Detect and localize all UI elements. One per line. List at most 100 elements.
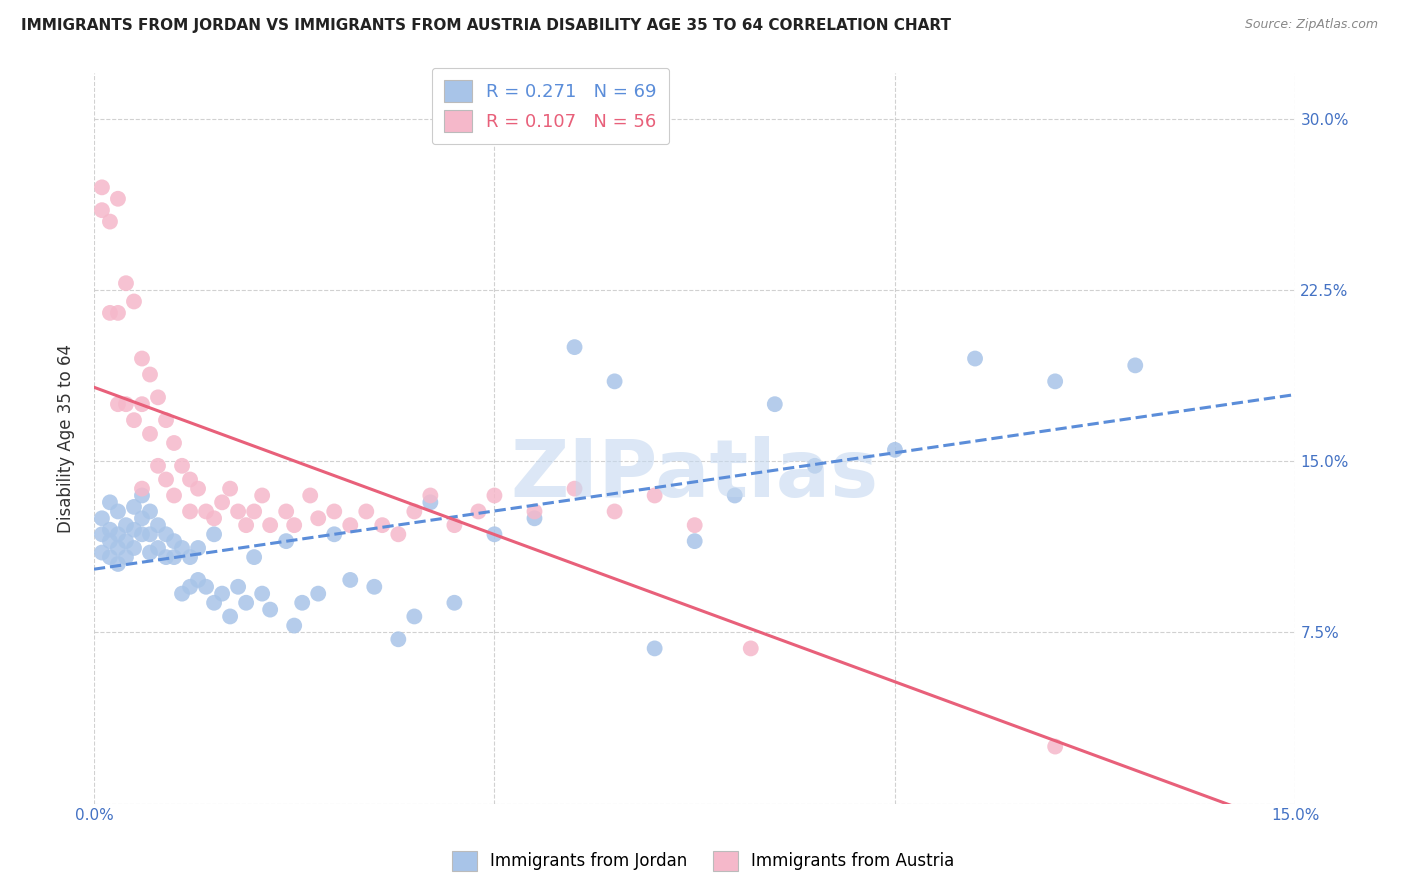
Point	[291, 596, 314, 610]
Point	[307, 587, 329, 601]
Point	[107, 397, 129, 411]
Point	[371, 518, 394, 533]
Point	[91, 180, 114, 194]
Point	[363, 580, 385, 594]
Point	[250, 587, 273, 601]
Point	[98, 306, 121, 320]
Point	[139, 545, 162, 559]
Point	[107, 192, 129, 206]
Point	[187, 541, 209, 555]
Point	[155, 413, 177, 427]
Point	[443, 518, 465, 533]
Point	[211, 587, 233, 601]
Point	[467, 504, 489, 518]
Point	[179, 580, 201, 594]
Point	[259, 518, 281, 533]
Point	[283, 518, 305, 533]
Point	[179, 550, 201, 565]
Point	[202, 527, 225, 541]
Point	[250, 488, 273, 502]
Text: ZIPatlas: ZIPatlas	[510, 436, 879, 514]
Point	[299, 488, 322, 502]
Point	[419, 488, 441, 502]
Point	[603, 504, 626, 518]
Point	[146, 458, 169, 473]
Point	[1123, 359, 1146, 373]
Point	[155, 550, 177, 565]
Point	[219, 609, 242, 624]
Point	[107, 541, 129, 555]
Text: Source: ZipAtlas.com: Source: ZipAtlas.com	[1244, 18, 1378, 31]
Point	[98, 523, 121, 537]
Point	[323, 527, 346, 541]
Point	[187, 573, 209, 587]
Point	[163, 488, 186, 502]
Point	[107, 306, 129, 320]
Point	[122, 294, 145, 309]
Point	[107, 504, 129, 518]
Point	[307, 511, 329, 525]
Point	[243, 550, 266, 565]
Point	[122, 541, 145, 555]
Point	[146, 390, 169, 404]
Point	[603, 375, 626, 389]
Point	[804, 458, 827, 473]
Point	[139, 504, 162, 518]
Legend: Immigrants from Jordan, Immigrants from Austria: Immigrants from Jordan, Immigrants from …	[443, 842, 963, 880]
Point	[139, 426, 162, 441]
Point	[884, 442, 907, 457]
Point	[443, 596, 465, 610]
Point	[724, 488, 747, 502]
Point	[122, 413, 145, 427]
Point	[91, 203, 114, 218]
Point	[195, 504, 218, 518]
Point	[276, 504, 298, 518]
Point	[170, 587, 193, 601]
Point	[131, 397, 153, 411]
Point	[98, 534, 121, 549]
Point	[211, 495, 233, 509]
Point	[139, 368, 162, 382]
Point	[98, 550, 121, 565]
Point	[115, 550, 138, 565]
Point	[91, 545, 114, 559]
Point	[683, 518, 706, 533]
Point	[683, 534, 706, 549]
Point	[98, 495, 121, 509]
Point	[202, 596, 225, 610]
Point	[564, 482, 586, 496]
Point	[202, 511, 225, 525]
Point	[115, 397, 138, 411]
Point	[226, 580, 249, 594]
Point	[131, 488, 153, 502]
Point	[179, 504, 201, 518]
Point	[163, 436, 186, 450]
Point	[131, 351, 153, 366]
Point	[243, 504, 266, 518]
Point	[91, 511, 114, 525]
Point	[131, 482, 153, 496]
Point	[235, 518, 257, 533]
Point	[419, 495, 441, 509]
Point	[387, 632, 409, 647]
Point	[155, 527, 177, 541]
Point	[219, 482, 242, 496]
Point	[122, 500, 145, 514]
Point	[484, 488, 506, 502]
Point	[323, 504, 346, 518]
Point	[259, 602, 281, 616]
Point	[115, 277, 138, 291]
Point	[339, 518, 361, 533]
Point	[484, 527, 506, 541]
Legend: R = 0.271   N = 69, R = 0.107   N = 56: R = 0.271 N = 69, R = 0.107 N = 56	[432, 68, 669, 145]
Point	[226, 504, 249, 518]
Point	[523, 504, 546, 518]
Point	[122, 523, 145, 537]
Point	[276, 534, 298, 549]
Point	[235, 596, 257, 610]
Y-axis label: Disability Age 35 to 64: Disability Age 35 to 64	[58, 344, 75, 533]
Point	[564, 340, 586, 354]
Point	[356, 504, 378, 518]
Point	[523, 511, 546, 525]
Point	[283, 618, 305, 632]
